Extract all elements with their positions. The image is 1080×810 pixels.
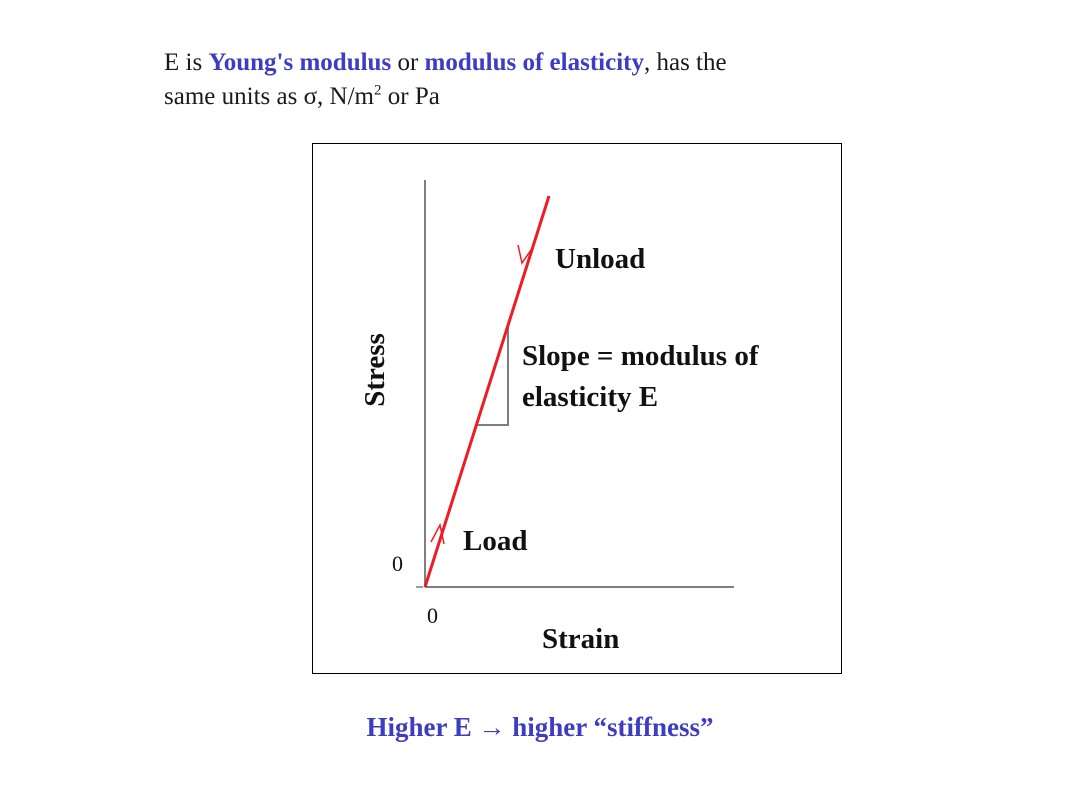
slope-label-line-1: Slope = modulus of	[522, 340, 759, 372]
intro-text-part: or Pa	[381, 83, 440, 110]
intro-text-part: , has the	[643, 49, 727, 76]
stress-strain-diagram: Unload Slope = modulus of elasticity E L…	[312, 143, 842, 674]
slope-triangle	[475, 326, 509, 426]
x-axis-label: Strain	[542, 623, 620, 655]
intro-line-1: E is Young's modulus or modulus of elast…	[164, 46, 904, 80]
intro-text-part: same units as σ, N/m	[164, 83, 374, 110]
diagram-canvas	[416, 180, 734, 588]
y-axis-label: Stress	[359, 333, 391, 407]
stress-strain-line	[423, 195, 551, 588]
term-youngs-modulus: Young's modulus	[208, 49, 392, 76]
unload-label: Unload	[555, 243, 646, 275]
units-superscript: 2	[374, 82, 382, 99]
stiffness-caption: Higher E → higher “stiffness”	[366, 712, 714, 742]
load-arrow-icon	[430, 522, 445, 545]
intro-line-2: same units as σ, N/m2 or Pa	[164, 80, 904, 114]
intro-text-part: or	[391, 49, 425, 76]
slope-label-line-2: elasticity E	[522, 381, 659, 413]
term-modulus-of-elasticity: modulus of elasticity	[424, 49, 644, 76]
intro-text: E is Young's modulus or modulus of elast…	[164, 46, 904, 114]
origin-y-tick-label: 0	[392, 551, 403, 576]
intro-text-part: E is	[164, 49, 209, 76]
load-label: Load	[463, 525, 528, 557]
unload-arrow-icon	[517, 244, 534, 265]
origin-x-tick-label: 0	[427, 603, 438, 628]
